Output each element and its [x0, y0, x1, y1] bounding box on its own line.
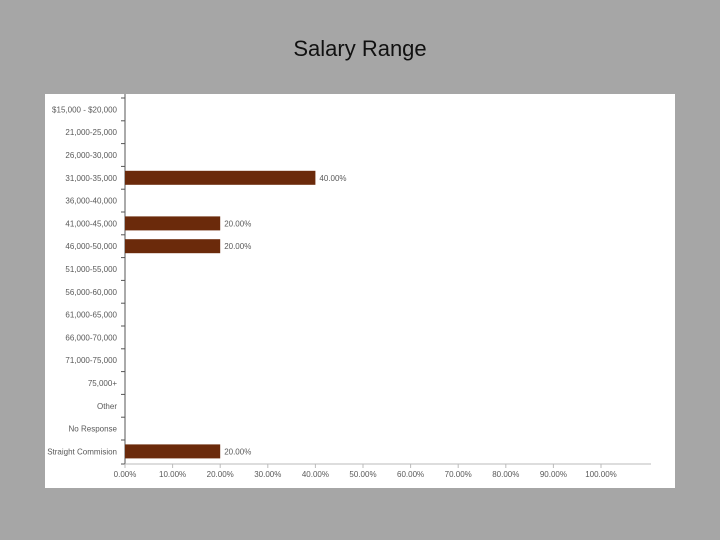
bar	[125, 444, 221, 459]
x-tick-label: 70.00%	[445, 470, 472, 479]
slide-title: Salary Range	[293, 36, 427, 61]
salary-range-bar-chart: $15,000 - $20,000 21,000-25,000 26,000-30,…	[47, 94, 651, 479]
y-tick-label: 21,000-25,000	[65, 128, 117, 137]
y-tick-label: 56,000-60,000	[65, 288, 117, 297]
x-tick-label: 90.00%	[540, 470, 567, 479]
bar	[125, 170, 316, 185]
y-tick-label: No Response	[69, 425, 118, 434]
data-label: 20.00%	[224, 447, 251, 456]
y-tick-label: Other	[97, 402, 117, 411]
y-tick-label: 31,000-35,000	[65, 174, 117, 183]
x-tick-label: 0.00%	[114, 470, 137, 479]
x-tick-label: 30.00%	[254, 470, 281, 479]
bar	[125, 216, 221, 231]
y-tick-label: 66,000-70,000	[65, 333, 117, 342]
x-tick-label: 80.00%	[492, 470, 519, 479]
x-tick-label: 10.00%	[159, 470, 186, 479]
data-label: 40.00%	[319, 174, 346, 183]
x-tick-label: 100.00%	[585, 470, 617, 479]
x-tick-label: 60.00%	[397, 470, 424, 479]
y-tick-label: 71,000-75,000	[65, 356, 117, 365]
y-tick-label: Straight Commision	[47, 447, 117, 456]
y-tick-label: 75,000+	[88, 379, 117, 388]
data-label: 20.00%	[224, 219, 251, 228]
y-tick-label: $15,000 - $20,000	[52, 105, 117, 114]
x-tick-label: 40.00%	[302, 470, 329, 479]
chart-panel: $15,000 - $20,000 21,000-25,000 26,000-30,…	[45, 94, 675, 488]
y-tick-label: 26,000-30,000	[65, 151, 117, 160]
x-tick-label: 20.00%	[207, 470, 234, 479]
x-tick-label: 50.00%	[349, 470, 376, 479]
data-label: 20.00%	[224, 242, 251, 251]
y-tick-label: 46,000-50,000	[65, 242, 117, 251]
y-tick-label: 36,000-40,000	[65, 197, 117, 206]
bar	[125, 239, 221, 254]
y-tick-label: 51,000-55,000	[65, 265, 117, 274]
y-tick-label: 61,000-65,000	[65, 311, 117, 320]
y-tick-label: 41,000-45,000	[65, 219, 117, 228]
